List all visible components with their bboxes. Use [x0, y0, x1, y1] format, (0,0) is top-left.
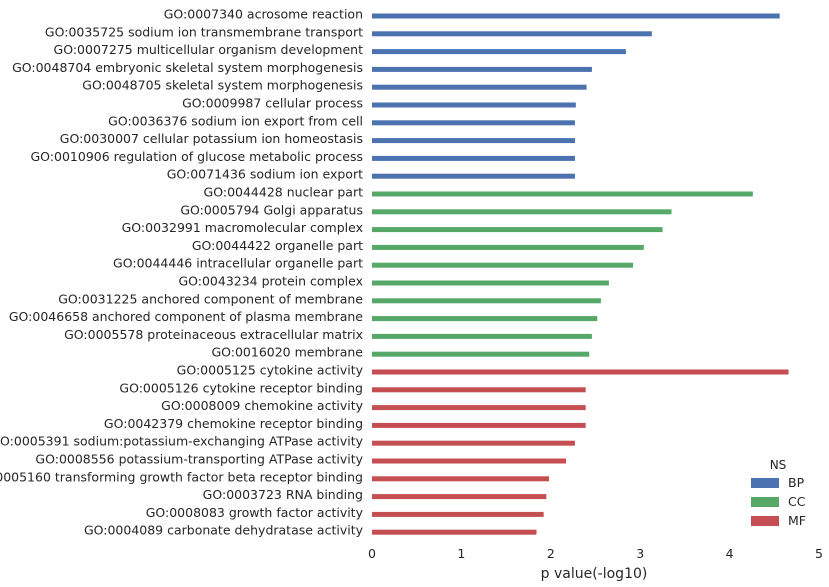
category-label: GO:0005160 transforming growth factor be…: [0, 469, 363, 484]
category-label: GO:0009987 cellular process: [182, 96, 363, 111]
category-label: GO:0008083 growth factor activity: [146, 505, 364, 520]
category-label: GO:0008009 chemokine activity: [161, 398, 363, 413]
bar-bp: [372, 49, 626, 55]
category-label: GO:0044428 nuclear part: [204, 185, 364, 200]
bars-layer: [372, 13, 789, 535]
category-label: GO:0048705 skeletal system morphogenesis: [82, 78, 363, 93]
category-label: GO:0005794 Golgi apparatus: [180, 202, 363, 217]
category-labels: GO:0007340 acrosome reaction GO:0035725 s…: [0, 7, 364, 538]
bar-cc: [372, 209, 672, 215]
category-label: GO:0032991 macromolecular complex: [122, 220, 363, 235]
category-label: GO:0004089 carbonate dehydratase activit…: [84, 523, 364, 538]
bar-bp: [372, 31, 652, 37]
legend-swatch-cc: [751, 497, 779, 507]
bar-bp: [372, 155, 575, 161]
bar-cc: [372, 191, 753, 197]
bar-mf: [372, 511, 544, 517]
bar-cc: [372, 244, 644, 250]
x-tick-label: 4: [726, 546, 734, 561]
legend-label-mf: MF: [788, 513, 806, 528]
legend-swatch-bp: [751, 478, 779, 488]
bar-mf: [372, 440, 575, 446]
x-tick-label: 3: [636, 546, 644, 561]
bar-cc: [372, 227, 663, 233]
category-label: GO:0043234 protein complex: [178, 274, 363, 289]
bar-mf: [372, 387, 586, 393]
bar-cc: [372, 351, 590, 357]
x-tick-label: 0: [368, 546, 376, 561]
category-label: GO:0007340 acrosome reaction: [164, 7, 363, 22]
bar-mf: [372, 458, 566, 464]
x-tick-label: 5: [815, 546, 823, 561]
bar-bp: [372, 66, 592, 72]
x-tick-label: 1: [457, 546, 465, 561]
bar-cc: [372, 333, 592, 339]
category-label: GO:0071436 sodium ion export: [167, 167, 363, 182]
bar-bp: [372, 138, 575, 144]
category-label: GO:0030007 cellular potassium ion homeos…: [60, 131, 363, 146]
legend-title: NS: [770, 458, 787, 472]
bar-cc: [372, 316, 598, 322]
legend-label-cc: CC: [788, 494, 806, 509]
bar-bp: [372, 84, 587, 90]
bar-bp: [372, 13, 780, 19]
x-axis-ticks: 0 1 2 3 4 5: [368, 546, 823, 561]
bar-mf: [372, 494, 547, 500]
category-label: GO:0005391 sodium:potassium-exchanging A…: [0, 434, 364, 449]
bar-cc: [372, 298, 601, 304]
bar-bp: [372, 173, 575, 179]
bar-mf: [372, 422, 586, 428]
x-axis-label: p value(-log10): [541, 566, 648, 582]
category-label: GO:0007275 multicellular organism develo…: [54, 42, 364, 57]
category-label: GO:0010906 regulation of glucose metabol…: [30, 149, 363, 164]
category-label: GO:0005125 cytokine activity: [177, 363, 364, 378]
category-label: GO:0016020 membrane: [211, 345, 363, 360]
bar-bp: [372, 120, 575, 126]
category-label: GO:0046658 anchored component of plasma …: [9, 309, 363, 324]
bar-cc: [372, 280, 609, 286]
category-label: GO:0044422 organelle part: [192, 238, 363, 253]
legend-label-bp: BP: [788, 475, 805, 490]
category-label: GO:0005578 proteinaceous extracellular m…: [64, 327, 363, 342]
category-label: GO:0008556 potassium-transporting ATPase…: [35, 452, 363, 467]
category-label: GO:0035725 sodium ion transmembrane tran…: [45, 24, 363, 39]
legend-swatch-mf: [751, 516, 779, 526]
bar-mf: [372, 369, 789, 375]
category-label: GO:0003723 RNA binding: [203, 487, 363, 502]
bar-mf: [372, 476, 550, 482]
category-label: GO:0005126 cytokine receptor binding: [119, 380, 363, 395]
category-label: GO:0031225 anchored component of membran…: [58, 291, 363, 306]
bar-cc: [372, 262, 634, 268]
x-tick-label: 2: [547, 546, 555, 561]
bar-mf: [372, 405, 586, 411]
category-label: GO:0042379 chemokine receptor binding: [104, 416, 363, 431]
bar-mf: [372, 529, 537, 535]
legend: NS BP CC MF: [751, 458, 806, 528]
category-label: GO:0048704 embryonic skeletal system mor…: [12, 60, 363, 75]
bar-bp: [372, 102, 576, 108]
category-label: GO:0044446 intracellular organelle part: [113, 256, 363, 271]
category-label: GO:0036376 sodium ion export from cell: [108, 113, 363, 128]
